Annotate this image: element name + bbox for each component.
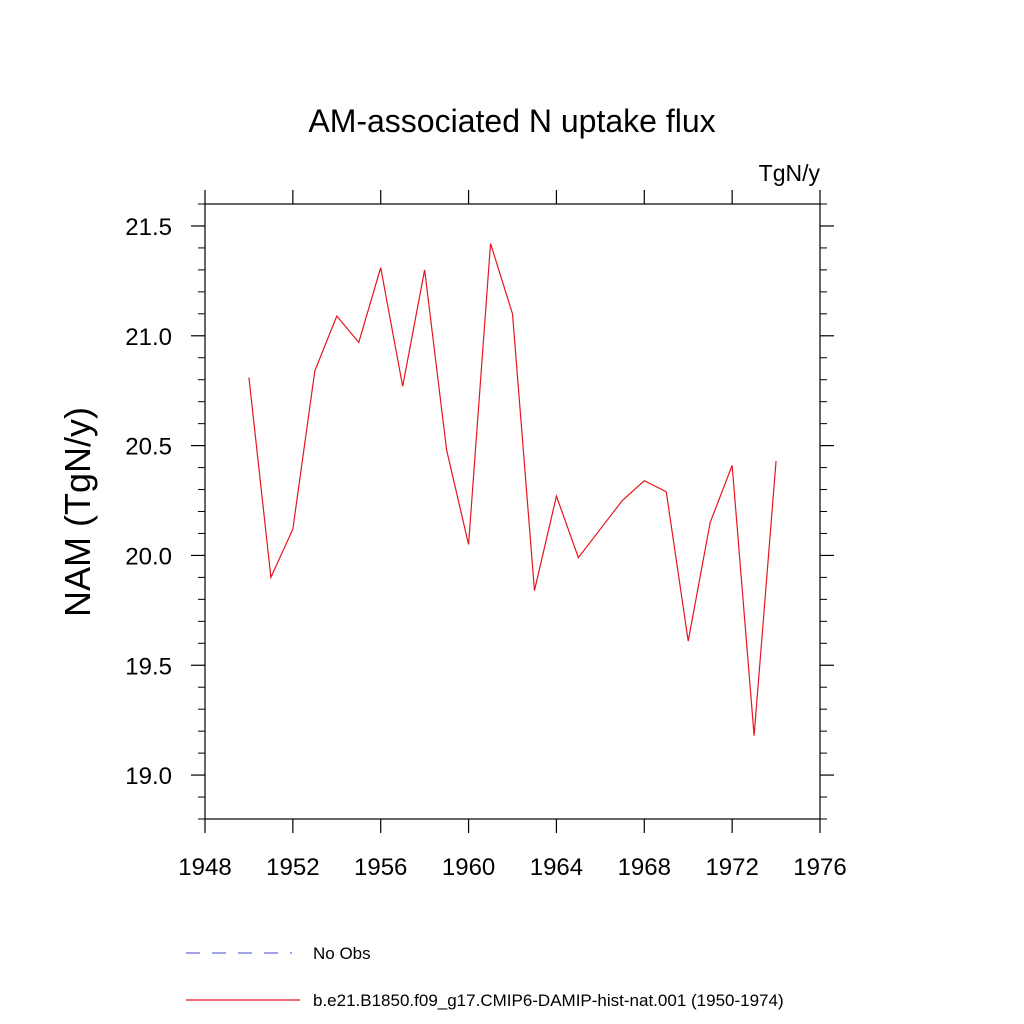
chart-title: AM-associated N uptake flux (308, 103, 715, 139)
x-tick-label: 1956 (354, 854, 407, 881)
y-tick-label: 20.5 (125, 434, 172, 461)
y-tick-label: 21.0 (125, 324, 172, 351)
x-tick-label: 1948 (178, 854, 231, 881)
data-series (248, 243, 777, 736)
units-label: TgN/y (759, 160, 821, 186)
legend-label-no-obs: No Obs (313, 944, 371, 963)
y-tick-label: 19.5 (125, 653, 172, 680)
axis-ticks (191, 190, 834, 833)
x-tick-label: 1968 (618, 854, 671, 881)
y-tick-label: 20.0 (125, 543, 172, 570)
series-line (248, 243, 777, 736)
legend-label-hist-nat: b.e21.B1850.f09_g17.CMIP6-DAMIP-hist-nat… (313, 991, 784, 1010)
y-axis-label: NAM (TgN/y) (57, 407, 98, 617)
y-tick-label: 19.0 (125, 763, 172, 790)
legend: No Obs b.e21.B1850.f09_g17.CMIP6-DAMIP-h… (186, 944, 784, 1010)
plot-frame (204, 203, 821, 820)
axis-tick-labels: 1948 1952 1956 1960 1964 1968 1972 1976 19.0 19.5… (125, 214, 846, 881)
x-tick-label: 1952 (266, 854, 319, 881)
x-tick-label: 1972 (705, 854, 758, 881)
y-tick-label: 21.5 (125, 214, 172, 241)
x-tick-label: 1964 (530, 854, 583, 881)
x-tick-label: 1976 (793, 854, 846, 881)
x-tick-label: 1960 (442, 854, 495, 881)
